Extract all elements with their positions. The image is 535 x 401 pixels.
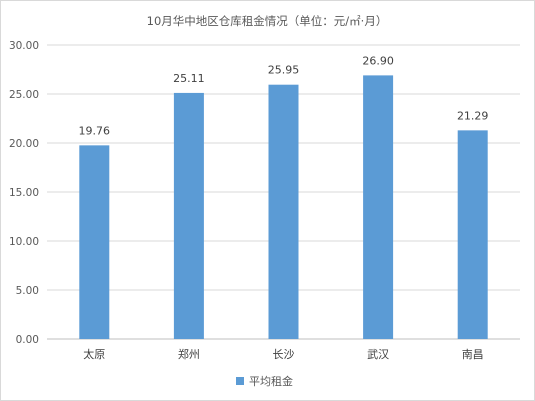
y-tick-label: 15.00 — [9, 187, 39, 199]
legend-swatch — [236, 377, 244, 385]
y-tick-label: 5.00 — [16, 285, 39, 297]
bar — [268, 84, 299, 339]
data-label: 21.29 — [457, 109, 489, 122]
x-category-label: 南昌 — [462, 348, 484, 361]
data-label: 25.95 — [268, 64, 300, 77]
data-label: 25.11 — [173, 72, 205, 85]
x-category-label: 郑州 — [178, 347, 200, 361]
chart-title: 10月华中地区仓库租金情况（单位：元/㎡·月） — [147, 14, 388, 28]
y-axis-ticks: 0.00 5.00 10.00 15.00 20.00 25.00 30.00 — [9, 40, 39, 346]
bar — [457, 130, 488, 339]
data-label: 19.76 — [79, 124, 111, 137]
bar — [363, 75, 394, 339]
data-labels: 19.76 25.11 25.95 26.90 21.29 — [79, 54, 489, 137]
x-category-label: 长沙 — [273, 348, 295, 361]
x-axis-categories: 太原 郑州 长沙 武汉 南昌 — [83, 347, 483, 361]
legend-label: 平均租金 — [249, 374, 293, 388]
bar — [79, 145, 110, 339]
legend: 平均租金 — [236, 374, 293, 388]
y-tick-label: 30.00 — [9, 40, 39, 52]
x-category-label: 武汉 — [367, 348, 389, 361]
bars — [79, 75, 488, 339]
y-tick-label: 0.00 — [16, 334, 39, 346]
y-tick-label: 10.00 — [9, 236, 39, 248]
y-tick-label: 20.00 — [9, 138, 39, 150]
x-category-label: 太原 — [83, 348, 105, 361]
bar — [173, 92, 204, 339]
y-tick-label: 25.00 — [9, 89, 39, 101]
data-label: 26.90 — [362, 54, 394, 67]
